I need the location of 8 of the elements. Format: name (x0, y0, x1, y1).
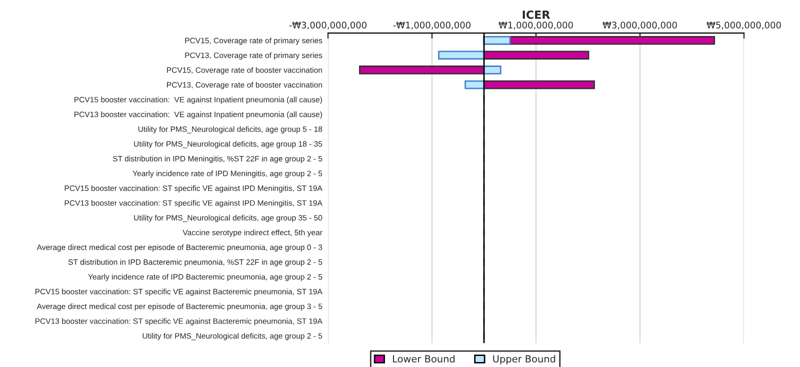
x-tick-label: -₩1,000,000,000 (393, 22, 471, 30)
x-tick-label: -₩3,000,000,000 (289, 22, 367, 30)
x-tick-label: ₩3,000,000,000 (602, 22, 677, 30)
x-tick-label: ₩1,000,000,000 (498, 22, 573, 30)
legend-label: Upper Bound (493, 354, 556, 364)
legend-label: Lower Bound (393, 354, 455, 363)
x-tick-label: ₩5,000,000,000 (706, 22, 781, 30)
x-axis-title: ICER (522, 10, 550, 19)
